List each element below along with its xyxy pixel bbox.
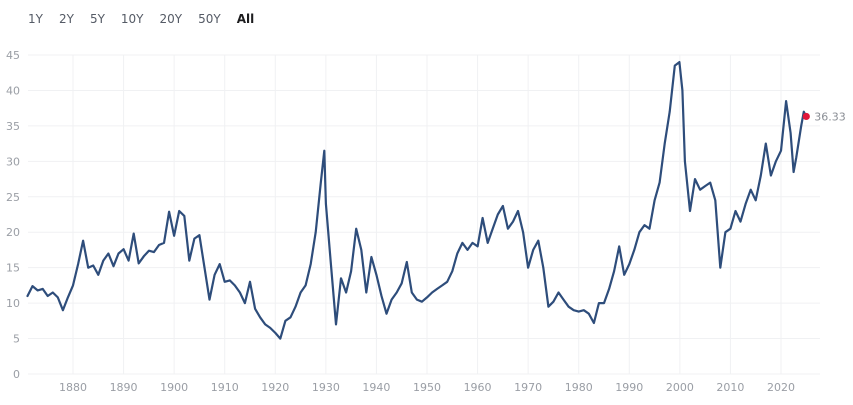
- y-tick-label: 20: [6, 226, 20, 239]
- x-tick-label: 1890: [110, 381, 138, 394]
- x-tick-label: 1900: [160, 381, 188, 394]
- x-tick-label: 1970: [514, 381, 542, 394]
- x-tick-label: 1990: [615, 381, 643, 394]
- range-option-10y[interactable]: 10Y: [113, 10, 152, 28]
- pe-ratio-line[interactable]: [26, 61, 808, 340]
- y-tick-label: 45: [6, 49, 20, 62]
- range-option-20y[interactable]: 20Y: [152, 10, 191, 28]
- last-value-marker[interactable]: [802, 112, 810, 121]
- x-tick-label: 2010: [716, 381, 744, 394]
- y-axis-labels: 0 5 10 15 20 25 30 35 40 45: [6, 49, 20, 381]
- y-tick-label: 15: [6, 262, 20, 275]
- y-gridlines: [28, 54, 820, 375]
- range-option-1y[interactable]: 1Y: [20, 10, 51, 28]
- x-tick-label: 1960: [464, 381, 492, 394]
- range-option-50y[interactable]: 50Y: [190, 10, 229, 28]
- last-value-label: 36.33: [814, 110, 846, 123]
- x-tick-label: 1930: [312, 381, 340, 394]
- x-tick-label: 1920: [261, 381, 289, 394]
- range-option-2y[interactable]: 2Y: [51, 10, 82, 28]
- x-tick-label: 1980: [565, 381, 593, 394]
- x-tick-label: 2020: [767, 381, 795, 394]
- y-tick-label: 0: [13, 368, 20, 381]
- x-tick-label: 2000: [666, 381, 694, 394]
- y-tick-label: 5: [13, 333, 20, 346]
- range-option-all[interactable]: All: [229, 10, 263, 28]
- x-gridlines: [72, 55, 782, 374]
- x-tick-label: 1940: [362, 381, 390, 394]
- y-tick-label: 40: [6, 84, 20, 97]
- y-tick-label: 30: [6, 155, 20, 168]
- x-tick-label: 1950: [413, 381, 441, 394]
- range-option-5y[interactable]: 5Y: [82, 10, 113, 28]
- x-tick-label: 1910: [211, 381, 239, 394]
- y-tick-label: 10: [6, 297, 20, 310]
- y-tick-label: 25: [6, 191, 20, 204]
- y-tick-label: 35: [6, 120, 20, 133]
- x-axis-labels: 1880 1890 1900 1910 1920 1930 1940 1950 1960 1970…: [59, 381, 795, 394]
- range-selector: 1Y 2Y 5Y 10Y 20Y 50Y All: [20, 10, 262, 28]
- x-tick-label: 1880: [59, 381, 87, 394]
